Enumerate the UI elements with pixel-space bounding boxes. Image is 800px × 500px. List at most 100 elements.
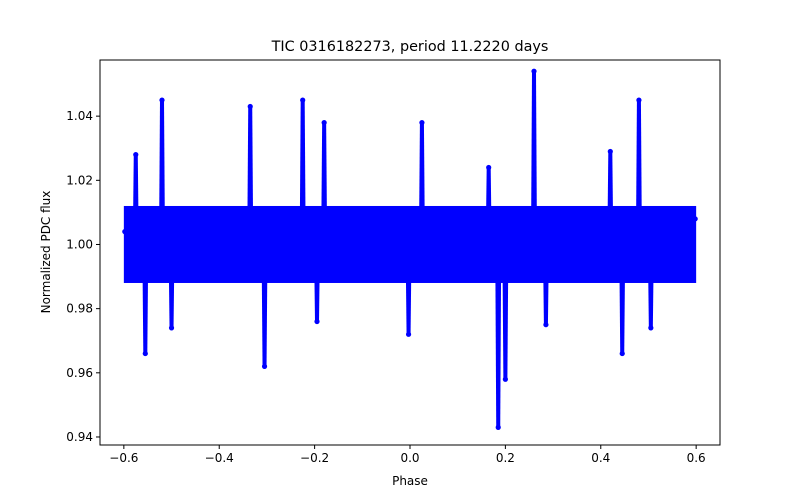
scatter-point (374, 222, 380, 228)
x-tick-label: 0.2 (496, 451, 515, 465)
scatter-point (469, 264, 475, 270)
feature-streak (502, 244, 509, 380)
scatter-point (588, 216, 594, 222)
scatter-point (540, 273, 547, 280)
scatter-point (426, 213, 432, 219)
scatter-point (631, 213, 637, 219)
scatter-point (383, 213, 389, 219)
scatter-point (178, 225, 184, 232)
flux-features (132, 68, 654, 430)
scatter-point (202, 267, 208, 273)
scatter-point (655, 216, 661, 222)
scatter-point (645, 222, 652, 228)
feature-point (168, 325, 175, 331)
scatter-point (145, 261, 151, 267)
feature-streak (168, 244, 175, 328)
y-tick-label: 0.94 (66, 430, 93, 444)
feature-point (261, 363, 268, 369)
feature-streak (619, 244, 626, 354)
feature-point (543, 322, 549, 328)
scatter-point (397, 267, 404, 273)
scatter-point (517, 270, 523, 276)
feature-point (648, 325, 654, 331)
x-tick-label: 0.6 (687, 451, 706, 465)
scatter-point (412, 261, 418, 267)
scatter-point (664, 222, 671, 228)
scatter-point (326, 216, 332, 222)
scatter-point (164, 219, 170, 225)
scatter-point (240, 261, 246, 267)
scatter-point (235, 219, 241, 225)
y-tick-label: 1.04 (66, 109, 93, 123)
scatter-point (488, 273, 494, 280)
scatter-point (154, 270, 160, 276)
scatter-point (450, 261, 456, 267)
scatter-point (416, 222, 423, 228)
feature-streak (495, 244, 502, 428)
feature-point (619, 350, 625, 357)
scatter-point (521, 219, 528, 225)
feature-streak (405, 244, 412, 335)
scatter-point (526, 261, 532, 267)
scatter-point (536, 222, 542, 228)
scatter-point (459, 270, 466, 276)
scatter-point (173, 264, 179, 270)
feature-streak (542, 244, 549, 325)
scatter-point (254, 216, 260, 222)
feature-streak (299, 100, 306, 245)
scatter-point (564, 270, 570, 276)
scatter-point (149, 216, 156, 222)
feature-point (607, 148, 613, 155)
scatter-point (431, 264, 437, 270)
scatter-point (612, 219, 618, 225)
feature-streak (314, 244, 320, 322)
y-tick-label: 1.00 (66, 237, 93, 251)
feature-streak (261, 244, 268, 367)
feature-point (502, 376, 508, 382)
scatter-point (183, 257, 189, 264)
scatter-point (369, 264, 375, 270)
scatter-point (140, 222, 146, 228)
feature-point (300, 97, 306, 103)
scatter-point (364, 216, 370, 222)
scatter-point (507, 264, 513, 270)
feature-streak (485, 167, 492, 245)
x-axis-ticks: −0.6 −0.4 −0.2 0.0 0.2 0.4 0.6 (109, 445, 706, 465)
scatter-point (445, 216, 451, 222)
scatter-point (278, 270, 284, 276)
feature-point (247, 103, 253, 110)
scatter-point (359, 270, 365, 276)
scatter-point (307, 273, 313, 280)
feature-point (133, 152, 139, 158)
scatter-point (679, 264, 685, 270)
scatter-point (122, 229, 128, 235)
scatter-point (292, 225, 299, 232)
y-axis-label: Normalized PDC flux (39, 191, 53, 314)
feature-point (419, 119, 425, 126)
scatter-point (350, 261, 356, 267)
feature-streak (247, 106, 254, 245)
scatter-point (135, 267, 141, 273)
scatter-point (602, 273, 609, 280)
scatter-point (550, 216, 556, 222)
y-axis-ticks: 0.94 0.96 0.98 1.00 1.02 1.04 (66, 109, 100, 444)
feature-point (531, 68, 537, 74)
x-axis-label: Phase (392, 474, 428, 488)
x-tick-label: 0.4 (591, 451, 610, 465)
scatter-point (221, 264, 227, 270)
scatter-point (650, 267, 656, 273)
scatter-point (660, 261, 666, 267)
feature-point (159, 97, 165, 103)
scatter-point (560, 222, 566, 228)
scatter-point (569, 213, 575, 219)
scatter-point (288, 264, 294, 270)
scatter-point (574, 264, 580, 270)
scatter-point (641, 264, 647, 270)
scatter-point (335, 222, 342, 228)
scatter-point (197, 222, 203, 228)
feature-point (314, 318, 320, 325)
scatter-point (478, 267, 485, 273)
scatter-point (230, 270, 237, 276)
scatter-point (464, 213, 470, 219)
x-tick-label: −0.4 (205, 451, 234, 465)
